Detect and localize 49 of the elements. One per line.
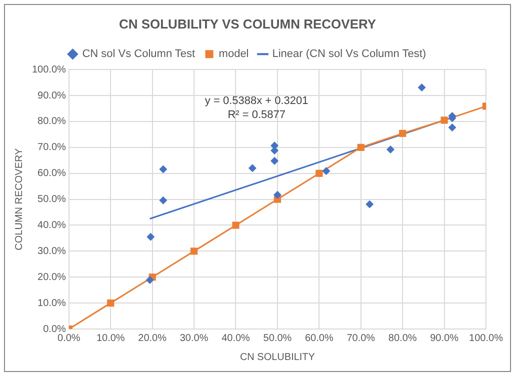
legend-label: Linear (CN sol Vs Column Test)	[272, 48, 426, 60]
point	[248, 164, 256, 172]
point	[357, 144, 364, 151]
x-tick-label: 10.0%	[96, 332, 125, 344]
x-tick-label: 0.0%	[58, 332, 80, 344]
point	[386, 145, 394, 154]
x-tick-label: 20.0%	[138, 332, 167, 344]
y-tick-label: 90.0%	[38, 90, 66, 102]
legend-label: model	[218, 48, 249, 60]
point	[270, 156, 279, 165]
x-tick-label: 70.0%	[346, 332, 376, 344]
point	[322, 167, 330, 176]
point	[159, 165, 168, 174]
x-tick-label: 90.0%	[430, 332, 459, 344]
point	[440, 116, 448, 124]
point	[418, 84, 426, 92]
x-tick-label: 100.0%	[469, 332, 504, 344]
point	[146, 276, 154, 284]
y-tick-label: 20.0%	[38, 272, 66, 283]
y-tick-label: 30.0%	[38, 246, 66, 257]
point	[159, 196, 168, 204]
point	[190, 248, 198, 255]
x-tick-label: 80.0%	[388, 332, 417, 344]
annotation: y = 0.5388x + 0.3201	[204, 94, 308, 107]
point	[366, 200, 374, 208]
point	[107, 300, 114, 307]
y-tick-label: 100.0%	[32, 64, 66, 76]
y-tick-label: 40.0%	[38, 220, 66, 231]
y-tick-label: 80.0%	[38, 116, 66, 128]
x-tick-label: 60.0%	[304, 332, 334, 344]
chart-title: CN SOLUBILITY VS COLUMN RECOVERY	[118, 16, 376, 32]
y-tick-label: 50.0%	[38, 194, 66, 206]
point	[448, 123, 456, 132]
point	[146, 232, 155, 241]
y-tick-label: 0.0%	[43, 324, 66, 335]
legend-label: CN sol Vs Column Test	[82, 48, 196, 60]
point	[232, 222, 240, 229]
y-tick-label: 60.0%	[38, 168, 66, 180]
y-tick-label: 70.0%	[38, 142, 66, 154]
point	[316, 170, 323, 177]
y-tick-label: 10.0%	[38, 298, 66, 309]
x-axis-title: CN SOLUBILITY	[240, 352, 316, 363]
annotation: R² = 0.5877	[228, 108, 286, 121]
point	[273, 190, 282, 199]
point	[399, 130, 406, 137]
x-tick-label: 40.0%	[222, 332, 250, 344]
y-axis-title: COLUMN RECOVERY	[14, 148, 25, 250]
x-tick-label: 30.0%	[180, 332, 208, 344]
x-tick-label: 50.0%	[263, 332, 292, 344]
